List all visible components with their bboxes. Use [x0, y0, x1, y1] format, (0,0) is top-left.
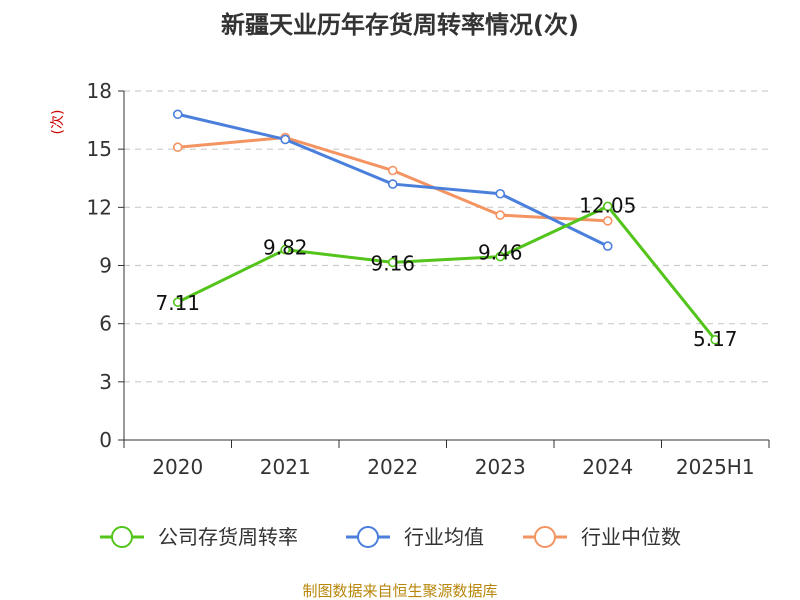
y-tick-label: 0	[99, 428, 112, 452]
data-point	[602, 201, 613, 212]
data-point	[280, 244, 291, 255]
x-tick-label: 2025H1	[676, 455, 755, 479]
data-label: 9.46	[478, 241, 523, 265]
data-point	[495, 188, 506, 199]
x-tick-label: 2024	[582, 455, 633, 479]
legend-swatch-marker	[534, 526, 556, 548]
data-label: 9.16	[370, 251, 415, 275]
x-tick-label: 2020	[152, 455, 203, 479]
legend: 公司存货周转率 行业均值 行业中位数	[100, 525, 681, 549]
source-note: 制图数据来自恒生聚源数据库	[302, 582, 497, 600]
legend-swatch-marker	[111, 526, 133, 548]
data-point	[387, 165, 398, 176]
legend-label: 公司存货周转率	[158, 525, 298, 549]
y-tick-label: 12	[87, 195, 112, 219]
data-point	[495, 251, 506, 262]
x-tick-label: 2021	[260, 455, 311, 479]
legend-label: 行业均值	[404, 525, 484, 549]
x-tick-label: 2022	[367, 455, 418, 479]
data-labels: 7.11 9.82 9.16 9.46 12.05 5.17	[155, 193, 737, 350]
legend-item[interactable]: 行业中位数	[523, 525, 681, 549]
axes: 0 3 6 9 12 15 18 2020 2021 2022 2023 2024 2025H1	[87, 79, 770, 479]
data-point	[387, 257, 398, 268]
y-tick-label: 18	[87, 79, 112, 103]
series-line-0	[177, 204, 717, 341]
data-point	[172, 297, 183, 307]
data-point	[172, 142, 183, 153]
data-point	[602, 241, 613, 251]
grid-lines	[124, 90, 769, 383]
legend-item[interactable]: 公司存货周转率	[100, 525, 298, 549]
y-tick-label: 9	[99, 254, 112, 278]
data-point	[387, 179, 398, 189]
legend-item[interactable]: 行业均值	[346, 525, 484, 549]
data-label: 9.82	[263, 236, 308, 260]
y-tick-label: 3	[99, 370, 112, 394]
data-label: 7.11	[155, 291, 200, 315]
y-tick-label: 6	[99, 312, 112, 336]
y-tick-label: 15	[87, 137, 112, 161]
data-label: 5.17	[693, 327, 738, 351]
data-point	[710, 334, 721, 345]
x-tick-label: 2023	[475, 455, 526, 479]
y-axis-label: (次)	[50, 110, 66, 135]
chart-title: 新疆天业历年存货周转率情况(次)	[221, 11, 579, 39]
data-point	[602, 216, 613, 226]
legend-swatch-marker	[357, 526, 379, 548]
data-point	[172, 109, 183, 120]
data-point	[280, 134, 291, 145]
series-line-2	[177, 136, 608, 223]
series-lines	[172, 109, 721, 345]
legend-label: 行业中位数	[581, 525, 681, 549]
data-label: 12.05	[579, 193, 636, 217]
data-point	[495, 210, 506, 220]
